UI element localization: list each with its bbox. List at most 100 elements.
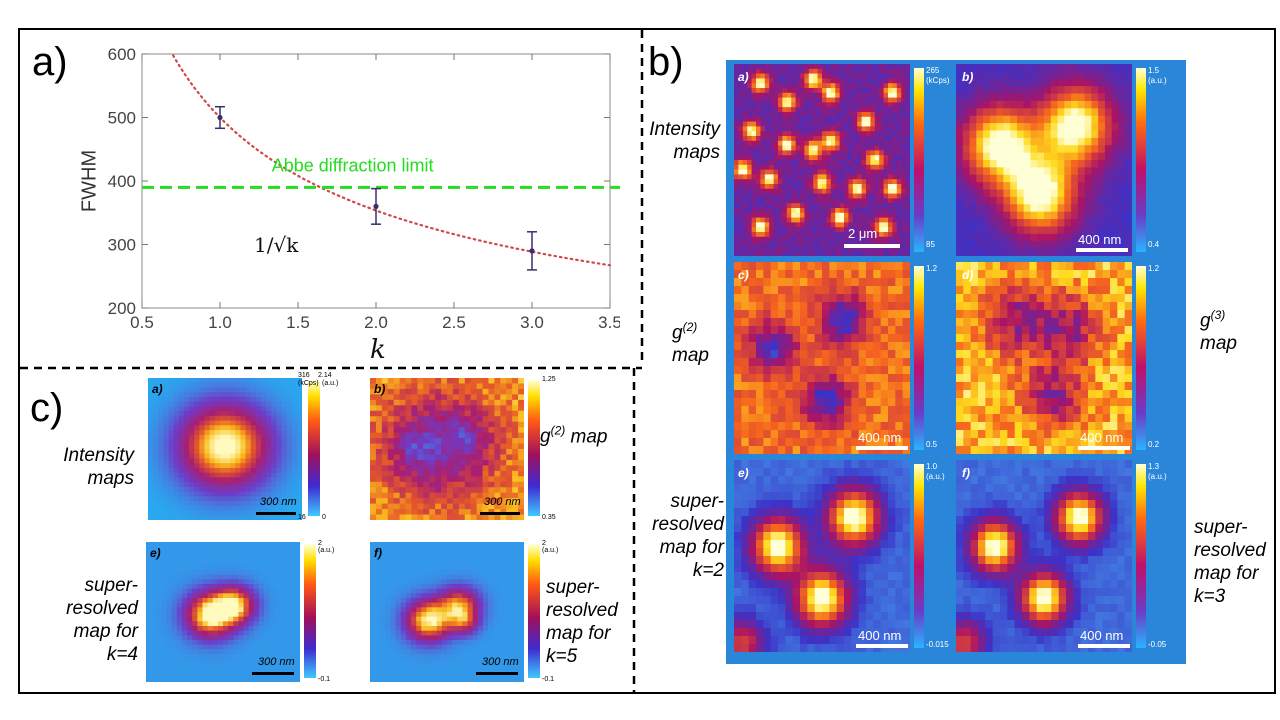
b-scalebar-e	[856, 644, 908, 648]
plot-area	[141, 53, 611, 309]
b-cbar-top-b: 1.5	[1148, 66, 1160, 75]
c-super-k5-label: super- resolved map for k=5	[546, 577, 618, 667]
x-tick-label: 2.5	[442, 313, 466, 332]
y-tick-label: 400	[108, 172, 136, 191]
c-cbar-bottom-e: -0.1	[318, 676, 331, 683]
c-scalebar-b	[480, 512, 520, 515]
heatmap-pixels	[148, 378, 302, 520]
fwhm-chart: 0.5 1.0 1.5 2.0 2.5 3.0 3.5 200 300 400 500 600 Abbe…	[80, 45, 620, 365]
c-cbar-top-b: 1.25	[542, 376, 556, 383]
heatmap-pixels	[370, 378, 524, 520]
b-colorbar-a	[914, 68, 924, 252]
b-sublabel-c: c)	[738, 268, 749, 282]
c-scalebar-text-f: 300 nm	[482, 656, 519, 668]
b-scalebar-f	[1078, 644, 1130, 648]
b-scalebar-text-d: 400 nm	[1080, 430, 1124, 445]
heatmap-pixels	[370, 542, 524, 682]
c-super-k4-map	[146, 542, 300, 682]
c-colorbar-a	[308, 380, 320, 516]
fit-label: 1/√k	[254, 233, 299, 257]
b-cbar-bottom-b: 0.4	[1148, 240, 1160, 249]
heatmap-pixels	[146, 542, 300, 682]
b-cbar-unit-e: (a.u.)	[926, 472, 945, 481]
y-tick-label: 500	[108, 109, 136, 128]
x-tick-label: 3.5	[598, 313, 620, 332]
x-tick-label: 2.0	[364, 313, 388, 332]
heatmap-pixels	[734, 460, 910, 652]
panel-a-label: a)	[32, 40, 68, 84]
b-cbar-unit-a: (kCps)	[926, 76, 950, 85]
c-scalebar-text-e: 300 nm	[258, 656, 295, 668]
b-g2-label: g(2) map	[672, 320, 709, 367]
c-super-k5-map	[370, 542, 524, 682]
data-point	[373, 203, 379, 209]
b-cbar-top-e: 1.0	[926, 462, 938, 471]
b-scalebar-a	[844, 244, 900, 248]
c-cbar-top-a-kcps: 316	[298, 372, 310, 379]
b-cbar-top-f: 1.3	[1148, 462, 1160, 471]
c-sublabel-f: f)	[374, 546, 382, 560]
c-colorbar-f	[528, 544, 540, 678]
panel-b-label: b)	[648, 40, 684, 84]
c-scalebar-e	[252, 672, 294, 675]
c-super-k4-label: super- resolved map for k=4	[66, 575, 138, 665]
b-cbar-top-a: 265	[926, 66, 940, 75]
data-point	[217, 114, 223, 121]
c-sublabel-b: b)	[374, 382, 386, 396]
heatmap-pixels	[734, 262, 910, 454]
c-scalebar-text-a: 300 nm	[260, 496, 297, 508]
b-super-k2-label: super- resolved map for k=2	[652, 491, 724, 581]
data-point	[529, 248, 535, 254]
abbe-label: Abbe diffraction limit	[272, 155, 434, 175]
b-scalebar-text-f: 400 nm	[1080, 628, 1124, 643]
b-cbar-unit-b: (a.u.)	[1148, 76, 1167, 85]
panel-c-label: c)	[30, 386, 64, 430]
c-cbar-top-f: 2	[542, 540, 546, 547]
c-cbar-top-a-au: 2.14	[318, 372, 332, 379]
b-super-k3-label: super- resolved map for k=3	[1194, 517, 1266, 607]
b-intensity-map-large	[734, 64, 910, 256]
b-cbar-unit-f: (a.u.)	[1148, 472, 1167, 481]
b-colorbar-c	[914, 266, 924, 450]
c-scalebar-f	[476, 672, 518, 675]
x-tick-label: 1.5	[286, 313, 310, 332]
c-g2-map	[370, 378, 524, 520]
c-cbar-bottom-b: 0.35	[542, 514, 556, 521]
b-scalebar-c	[856, 446, 908, 450]
x-axis-label: k	[370, 335, 386, 365]
b-intensity-map-zoom	[956, 64, 1132, 256]
c-scalebar-text-b: 300 nm	[484, 496, 521, 508]
b-colorbar-d	[1136, 266, 1146, 450]
c-cbar-bottom-f: -0.1	[542, 676, 555, 683]
c-g2-label: g(2) map	[540, 424, 608, 448]
c-scalebar-a	[256, 512, 296, 515]
b-g3-label: g(3) map	[1200, 308, 1237, 355]
x-tick-label: 1.0	[208, 313, 232, 332]
b-scalebar-text-b: 400 nm	[1078, 232, 1122, 247]
c-sublabel-a: a)	[152, 382, 163, 396]
b-colorbar-b	[1136, 68, 1146, 252]
b-sublabel-b: b)	[962, 70, 974, 84]
b-sublabel-d: d)	[962, 268, 974, 282]
b-scalebar-text-e: 400 nm	[858, 628, 902, 643]
x-tick-label: 0.5	[130, 313, 154, 332]
b-scalebar-text-a: 2 μm	[848, 226, 878, 241]
b-sublabel-f: f)	[962, 466, 970, 480]
x-tick-label: 3.0	[520, 313, 544, 332]
b-intensity-label: Intensity maps	[649, 119, 720, 163]
c-cbar-unit-f: (a.u.)	[542, 547, 559, 554]
b-super-k2-map	[734, 460, 910, 652]
b-colorbar-e	[914, 464, 924, 648]
b-colorbar-f	[1136, 464, 1146, 648]
y-tick-label: 300	[108, 236, 136, 255]
c-cbar-unit-a-kcps: (kCps)	[298, 380, 319, 387]
heatmap-pixels	[956, 64, 1132, 256]
b-cbar-bottom-c: 0.5	[926, 440, 938, 449]
b-sublabel-a: a)	[738, 70, 749, 84]
fit-curve	[172, 54, 612, 267]
heatmap-pixels	[956, 262, 1132, 454]
b-cbar-bottom-d: 0.2	[1148, 440, 1160, 449]
b-scalebar-text-c: 400 nm	[858, 430, 902, 445]
c-intensity-label: Intensity maps	[63, 445, 134, 489]
c-colorbar-e	[304, 544, 316, 678]
